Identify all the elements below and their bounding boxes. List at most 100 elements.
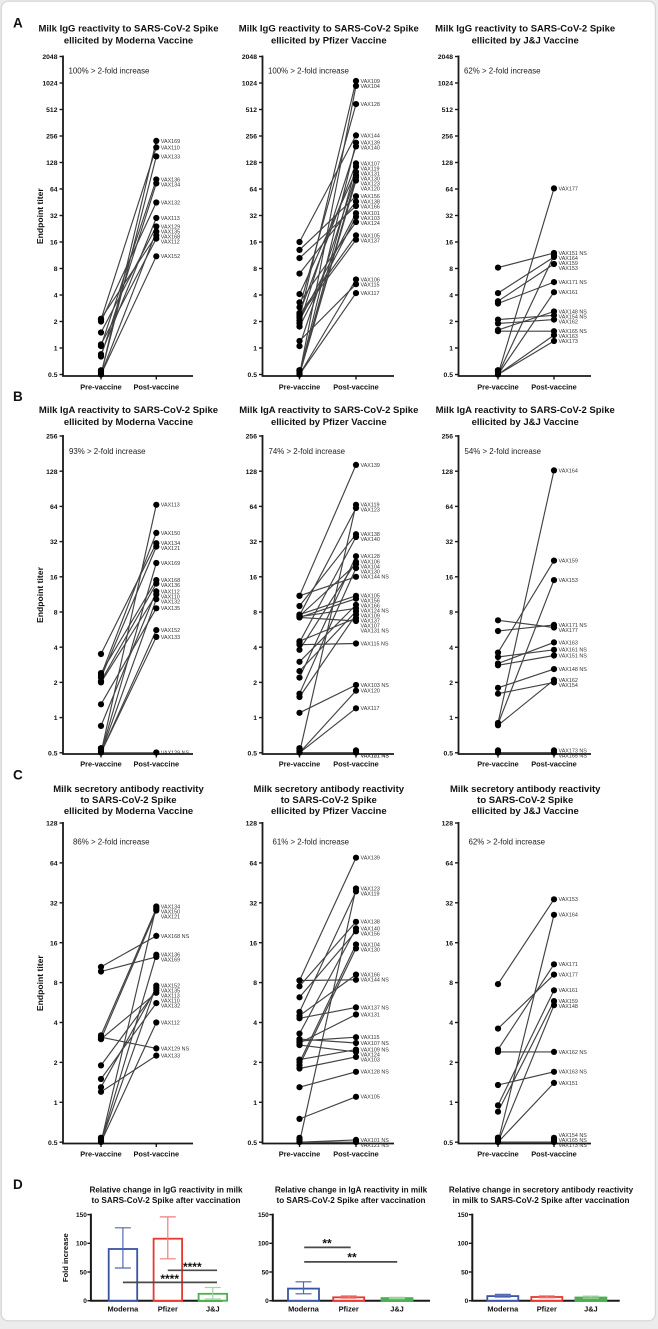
svg-text:to SARS-CoV-2 Spike: to SARS-CoV-2 Spike bbox=[477, 795, 573, 806]
svg-text:VAX169: VAX169 bbox=[161, 561, 180, 567]
svg-text:VAX171: VAX171 bbox=[559, 962, 578, 968]
svg-text:D: D bbox=[13, 1177, 23, 1192]
svg-text:64: 64 bbox=[50, 861, 58, 868]
svg-text:VAX103 NS: VAX103 NS bbox=[361, 683, 390, 689]
svg-text:VAX112: VAX112 bbox=[161, 589, 180, 595]
svg-text:0: 0 bbox=[265, 1298, 269, 1305]
svg-text:VAX115: VAX115 bbox=[361, 1035, 380, 1041]
svg-text:VAX156: VAX156 bbox=[361, 931, 380, 937]
svg-text:VAX165 NS: VAX165 NS bbox=[559, 1138, 588, 1144]
svg-text:VAX135: VAX135 bbox=[161, 230, 180, 236]
svg-text:VAX115: VAX115 bbox=[361, 282, 380, 288]
svg-text:VAX156: VAX156 bbox=[361, 599, 380, 605]
svg-text:150: 150 bbox=[457, 1212, 468, 1219]
svg-text:0: 0 bbox=[465, 1298, 469, 1305]
svg-text:VAX106: VAX106 bbox=[361, 560, 380, 566]
svg-text:4: 4 bbox=[449, 645, 453, 652]
svg-text:2048: 2048 bbox=[242, 54, 257, 61]
svg-text:2: 2 bbox=[253, 1060, 257, 1067]
svg-text:100: 100 bbox=[258, 1241, 269, 1248]
svg-text:128: 128 bbox=[46, 469, 58, 476]
svg-text:VAX112: VAX112 bbox=[161, 1020, 180, 1026]
svg-text:Pre-vaccine: Pre-vaccine bbox=[80, 760, 122, 769]
svg-text:64: 64 bbox=[249, 504, 257, 511]
svg-text:VAX177: VAX177 bbox=[559, 973, 578, 979]
svg-text:Post-vaccine: Post-vaccine bbox=[333, 760, 379, 769]
svg-text:512: 512 bbox=[246, 107, 258, 114]
svg-text:0.5: 0.5 bbox=[248, 1140, 258, 1147]
svg-text:Endpoint titer: Endpoint titer bbox=[35, 188, 45, 245]
svg-text:VAX124 NS: VAX124 NS bbox=[361, 609, 390, 615]
svg-text:128: 128 bbox=[246, 821, 258, 828]
svg-text:54% > 2-fold increase: 54% > 2-fold increase bbox=[465, 447, 542, 456]
svg-text:1: 1 bbox=[253, 1100, 257, 1107]
svg-text:1: 1 bbox=[253, 715, 257, 722]
svg-text:Relative change in IgG reactiv: Relative change in IgG reactivity in mil… bbox=[89, 1186, 243, 1195]
svg-text:VAX162: VAX162 bbox=[559, 678, 578, 684]
svg-text:VAX133: VAX133 bbox=[161, 635, 180, 641]
svg-text:16: 16 bbox=[249, 240, 257, 247]
svg-text:VAX150: VAX150 bbox=[161, 909, 180, 915]
svg-text:Post-vaccine: Post-vaccine bbox=[531, 383, 577, 392]
svg-text:32: 32 bbox=[445, 213, 453, 220]
svg-text:100: 100 bbox=[457, 1241, 468, 1248]
svg-text:VAX130: VAX130 bbox=[361, 947, 380, 953]
svg-text:61% > 2-fold increase: 61% > 2-fold increase bbox=[273, 838, 350, 847]
svg-text:VAX113: VAX113 bbox=[161, 503, 180, 509]
svg-text:VAX140: VAX140 bbox=[361, 926, 380, 932]
svg-text:Milk IgG reactivity to SARS-Co: Milk IgG reactivity to SARS-CoV-2 Spike bbox=[435, 24, 615, 35]
svg-text:VAX130: VAX130 bbox=[361, 570, 380, 576]
svg-text:Pfizer: Pfizer bbox=[339, 1305, 359, 1314]
svg-text:to SARS-CoV-2 Spike after vacc: to SARS-CoV-2 Spike after vaccination bbox=[92, 1196, 241, 1205]
svg-text:Endpoint titer: Endpoint titer bbox=[35, 566, 45, 623]
svg-text:VAX164: VAX164 bbox=[559, 468, 578, 474]
svg-text:VAX152: VAX152 bbox=[161, 628, 180, 634]
svg-text:8: 8 bbox=[54, 980, 58, 987]
svg-text:VAX137: VAX137 bbox=[361, 238, 380, 244]
svg-text:VAX165 NS: VAX165 NS bbox=[559, 329, 588, 335]
svg-text:1: 1 bbox=[449, 346, 453, 353]
svg-text:0.5: 0.5 bbox=[248, 750, 258, 757]
svg-text:VAX169: VAX169 bbox=[161, 139, 180, 145]
svg-text:VAX101 NS: VAX101 NS bbox=[361, 754, 390, 760]
svg-text:A: A bbox=[13, 16, 23, 31]
svg-text:VAX159: VAX159 bbox=[559, 261, 578, 267]
svg-text:256: 256 bbox=[442, 134, 454, 141]
svg-text:32: 32 bbox=[249, 900, 257, 907]
svg-text:C: C bbox=[13, 768, 23, 783]
svg-text:VAX135: VAX135 bbox=[161, 989, 180, 995]
svg-text:VAX110: VAX110 bbox=[161, 145, 180, 151]
svg-text:VAX113: VAX113 bbox=[161, 216, 180, 222]
svg-text:2: 2 bbox=[449, 1060, 453, 1067]
svg-text:VAX177: VAX177 bbox=[559, 628, 578, 634]
svg-text:0.5: 0.5 bbox=[48, 1140, 58, 1147]
svg-text:to SARS-CoV-2 Spike: to SARS-CoV-2 Spike bbox=[80, 795, 176, 806]
svg-text:16: 16 bbox=[445, 940, 453, 947]
svg-text:Pre-vaccine: Pre-vaccine bbox=[477, 383, 519, 392]
svg-text:VAX134: VAX134 bbox=[161, 904, 180, 910]
svg-text:VAX119: VAX119 bbox=[361, 891, 380, 897]
svg-text:VAX138: VAX138 bbox=[361, 200, 380, 206]
svg-text:VAX120: VAX120 bbox=[361, 186, 380, 192]
svg-text:VAX129 NS: VAX129 NS bbox=[161, 751, 190, 757]
svg-text:VAX156: VAX156 bbox=[361, 194, 380, 200]
svg-text:VAX152: VAX152 bbox=[161, 254, 180, 260]
svg-text:4: 4 bbox=[253, 293, 257, 300]
svg-text:Pre-vaccine: Pre-vaccine bbox=[80, 1150, 122, 1159]
svg-text:VAX177: VAX177 bbox=[559, 186, 578, 192]
svg-text:1024: 1024 bbox=[438, 81, 453, 88]
svg-text:VAX128: VAX128 bbox=[361, 554, 380, 560]
svg-text:0.5: 0.5 bbox=[444, 372, 454, 379]
svg-text:16: 16 bbox=[445, 240, 453, 247]
svg-text:4: 4 bbox=[449, 1020, 453, 1027]
svg-text:Post-vaccine: Post-vaccine bbox=[333, 1150, 379, 1159]
svg-text:Milk secretory antibody reacti: Milk secretory antibody reactivity bbox=[254, 784, 405, 795]
svg-text:Milk secretory antibody reacti: Milk secretory antibody reactivity bbox=[450, 784, 601, 795]
svg-text:2: 2 bbox=[54, 319, 58, 326]
svg-text:150: 150 bbox=[258, 1212, 269, 1219]
svg-text:to SARS-CoV-2 Spike after vacc: to SARS-CoV-2 Spike after vaccination bbox=[277, 1196, 426, 1205]
svg-text:1: 1 bbox=[54, 715, 58, 722]
svg-text:VAX106: VAX106 bbox=[361, 277, 380, 283]
svg-text:Milk IgG reactivity to SARS-Co: Milk IgG reactivity to SARS-CoV-2 Spike bbox=[38, 24, 218, 35]
svg-text:Milk secretory antibody reacti: Milk secretory antibody reactivity bbox=[53, 784, 204, 795]
